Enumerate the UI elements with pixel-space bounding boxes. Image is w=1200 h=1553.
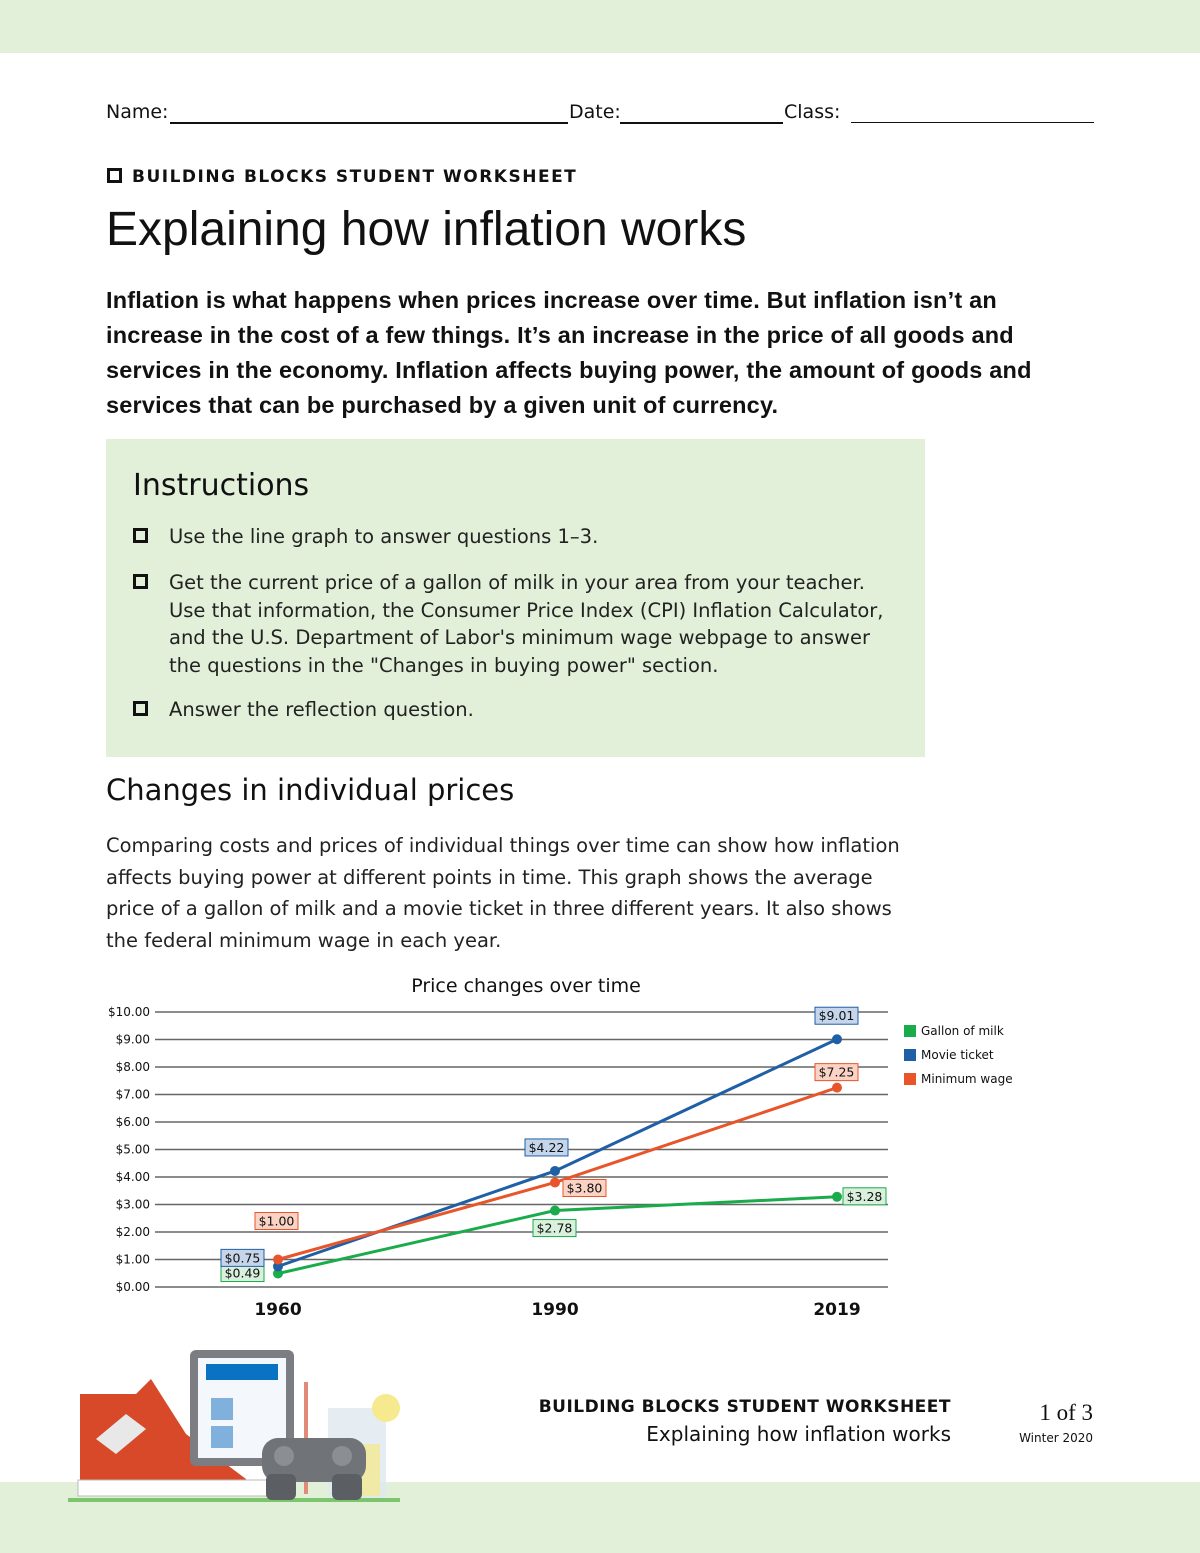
kicker-text: BUILDING BLOCKS STUDENT WORKSHEET — [132, 167, 578, 187]
top-band — [0, 0, 1200, 53]
data-point — [273, 1254, 283, 1265]
class-field[interactable] — [851, 122, 1094, 123]
data-label-box — [842, 1187, 887, 1206]
data-point — [550, 1205, 560, 1216]
section-heading: Changes in individual prices — [106, 773, 515, 807]
footer-illustration — [68, 1350, 400, 1502]
date-label: Date: — [569, 101, 621, 123]
y-tick-label: $4.00 — [116, 1170, 150, 1184]
legend-swatch — [904, 1073, 916, 1085]
page-number: 1 of 3 — [1039, 1400, 1093, 1425]
y-tick-label: $1.00 — [116, 1253, 150, 1267]
data-label-box — [524, 1138, 569, 1157]
data-label-box — [220, 1248, 265, 1267]
x-tick-label: 1990 — [531, 1300, 578, 1320]
data-label: $1.00 — [259, 1214, 295, 1229]
chart-title: Price changes over time — [411, 975, 641, 997]
x-tick-label: 1960 — [254, 1300, 301, 1320]
data-label-box — [562, 1179, 607, 1197]
legend-swatch — [904, 1049, 916, 1061]
instruction-item: Get the current price of a gallon of mil… — [133, 569, 893, 679]
data-label: $3.28 — [847, 1189, 883, 1204]
y-tick-label: $9.00 — [116, 1033, 150, 1047]
y-tick-label: $8.00 — [116, 1060, 150, 1074]
instruction-text: Use the line graph to answer questions 1… — [169, 525, 599, 548]
worksheet-kicker: BUILDING BLOCKS STUDENT WORKSHEET — [107, 167, 577, 187]
legend-label: Minimum wage — [921, 1072, 1013, 1086]
x-tick-label: 2019 — [813, 1300, 860, 1320]
data-label-box — [814, 1063, 859, 1082]
checkbox-icon[interactable] — [133, 574, 148, 589]
data-label: $7.25 — [819, 1065, 855, 1080]
checkbox-icon — [107, 168, 122, 183]
checkbox-icon[interactable] — [133, 528, 148, 543]
instructions-heading: Instructions — [133, 468, 310, 503]
price-chart: Price changes over time $0.00 $1.00 $2.00 $… — [108, 975, 1013, 1320]
instruction-text: Get the current price of a gallon of mil… — [169, 571, 884, 677]
data-label-box — [814, 1006, 859, 1025]
name-field[interactable] — [170, 122, 568, 124]
data-point — [273, 1268, 283, 1279]
data-point — [832, 1082, 842, 1093]
instructions-box: Instructions Use the line graph to answe… — [106, 439, 925, 757]
data-label: $0.75 — [225, 1250, 261, 1265]
data-label: $2.78 — [537, 1221, 573, 1236]
data-label: $4.22 — [529, 1140, 565, 1155]
instruction-item: Use the line graph to answer questions 1… — [133, 523, 893, 551]
y-tick-label: $3.00 — [116, 1198, 150, 1212]
data-label-box — [532, 1219, 577, 1238]
date-field[interactable] — [620, 122, 783, 124]
page-title: Explaining how inflation works — [106, 203, 747, 256]
section-paragraph: Comparing costs and prices of individual… — [106, 834, 900, 952]
legend-swatch — [904, 1025, 916, 1037]
checkbox-icon[interactable] — [133, 701, 148, 716]
instruction-text: Answer the reflection question. — [169, 698, 474, 721]
y-tick-label: $10.00 — [108, 1005, 150, 1019]
data-label: $9.01 — [819, 1008, 855, 1023]
y-tick-label: $2.00 — [116, 1225, 150, 1239]
data-point — [273, 1261, 283, 1272]
data-label: $3.80 — [567, 1181, 603, 1196]
y-tick-label: $7.00 — [116, 1088, 150, 1102]
name-label: Name: — [106, 101, 169, 123]
legend-label: Gallon of milk — [921, 1024, 1004, 1038]
instruction-item: Answer the reflection question. — [133, 696, 893, 724]
footer-kicker: BUILDING BLOCKS STUDENT WORKSHEET — [538, 1397, 951, 1417]
y-tick-label: $5.00 — [116, 1143, 150, 1157]
data-point — [832, 1191, 842, 1202]
data-point — [550, 1165, 560, 1176]
legend-label: Movie ticket — [921, 1048, 994, 1062]
footer-title: Explaining how inflation works — [646, 1422, 951, 1446]
y-tick-label: $6.00 — [116, 1115, 150, 1129]
data-label-box — [254, 1212, 299, 1230]
season-label: Winter 2020 — [1019, 1431, 1093, 1445]
data-point — [832, 1034, 842, 1045]
intro-paragraph: Inflation is what happens when prices in… — [106, 287, 1032, 418]
class-label: Class: — [784, 101, 841, 123]
data-point — [550, 1177, 560, 1188]
data-label: $0.49 — [225, 1266, 261, 1281]
y-tick-label: $0.00 — [116, 1280, 150, 1294]
